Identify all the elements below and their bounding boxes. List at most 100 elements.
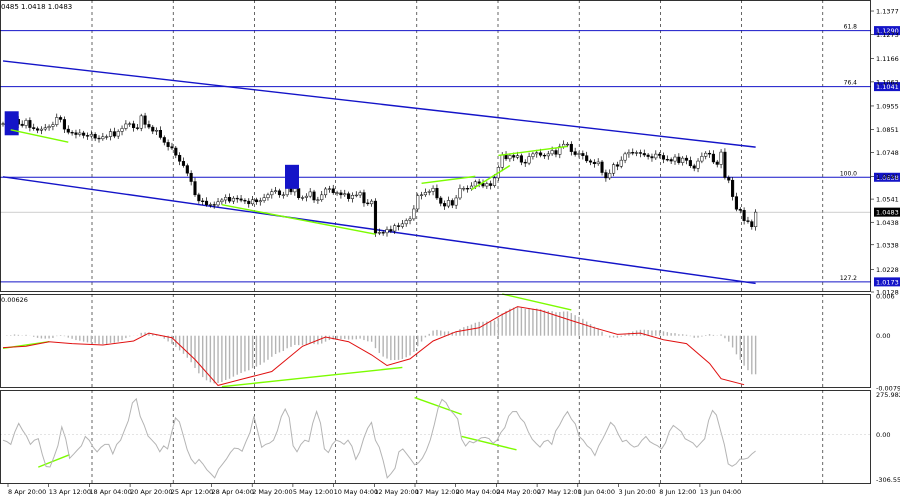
price-tick-label: 1.1273 xyxy=(876,31,899,39)
candle-body xyxy=(681,157,685,163)
candle-body xyxy=(312,191,316,201)
signal-line xyxy=(2,306,745,386)
candle-body xyxy=(546,153,550,157)
candle-body xyxy=(631,152,635,154)
candle-body xyxy=(489,183,493,186)
candle-body xyxy=(754,211,758,228)
candle-body xyxy=(197,194,201,202)
price-markers xyxy=(4,111,299,189)
divergence-line-macd xyxy=(502,293,572,311)
price-tick-label: 1.0851 xyxy=(876,126,899,134)
candle-body xyxy=(527,156,531,164)
candle-body xyxy=(339,192,343,196)
candle-body xyxy=(93,134,97,139)
level-name: 127.2 xyxy=(840,275,857,282)
candle-body xyxy=(446,200,450,207)
candle-body xyxy=(366,202,370,205)
candle-body xyxy=(393,225,397,232)
candle-body xyxy=(274,190,278,192)
candle-body xyxy=(704,152,708,157)
candle-body xyxy=(550,150,554,155)
price-tick-label: 1.1166 xyxy=(876,55,899,63)
candle-body xyxy=(166,142,170,147)
cci-line xyxy=(0,397,871,479)
candle-body xyxy=(43,127,47,130)
candle-body xyxy=(408,218,412,221)
cci-tick-label: -306.552 xyxy=(876,476,900,484)
candle-body xyxy=(224,197,228,201)
candle-body xyxy=(112,131,116,137)
candle-body xyxy=(181,161,186,166)
candle-body xyxy=(381,232,385,234)
time-tick-label: 8 Jun 12:00 xyxy=(659,488,696,496)
candle-body xyxy=(569,143,573,152)
candle-body xyxy=(124,123,128,129)
candle-body xyxy=(711,153,715,163)
candle-body xyxy=(128,123,132,125)
macd-tick-label: 0.006 xyxy=(876,292,895,300)
price-tick-label: 1.0541 xyxy=(876,196,899,204)
time-tick-label: 13 Jun 04:00 xyxy=(700,488,741,496)
candle-body xyxy=(39,128,43,131)
candle-body xyxy=(512,155,516,158)
time-tick-label: 25 Apr 12:00 xyxy=(171,488,213,496)
candle-body xyxy=(585,155,589,162)
candle-body xyxy=(105,136,109,138)
channel-line-upper xyxy=(2,60,756,148)
candle-body xyxy=(373,200,378,234)
price-tick-label: 1.0338 xyxy=(876,241,899,249)
candle-body xyxy=(516,155,520,158)
candle-body xyxy=(281,194,285,196)
price-tick-label: 1.0128 xyxy=(876,289,899,297)
candle-body xyxy=(231,197,235,202)
level-price-label: 1.0638 xyxy=(876,174,899,182)
candle-body xyxy=(684,157,689,161)
candle-body xyxy=(347,193,351,199)
candle-body xyxy=(485,183,489,187)
candle-body xyxy=(343,193,347,196)
level-price-box xyxy=(874,172,900,182)
candle-body xyxy=(619,159,623,167)
candle-body xyxy=(577,153,581,155)
candle-body xyxy=(727,177,731,181)
candle-body xyxy=(500,154,504,168)
level-price-label: 1.1290 xyxy=(876,27,899,35)
candle-body xyxy=(750,221,754,228)
candle-body xyxy=(116,131,120,137)
candle-body xyxy=(89,134,93,137)
candle-body xyxy=(204,200,209,205)
candle-body xyxy=(32,127,36,129)
candle-body xyxy=(592,161,596,165)
candle-body xyxy=(588,160,593,163)
price-tick-label: 1.0748 xyxy=(876,149,899,157)
candle-body xyxy=(565,143,570,146)
divergence-line-cci xyxy=(414,396,462,416)
candle-body xyxy=(354,194,358,197)
macd-value-label: 0.00626 xyxy=(1,296,28,304)
level-price-label: 1.1041 xyxy=(876,83,899,91)
candle-body xyxy=(120,128,124,132)
candle-body xyxy=(377,232,381,234)
candle-body xyxy=(539,152,543,156)
candle-body xyxy=(178,154,182,162)
time-tick-label: 12 May 20:00 xyxy=(374,488,419,496)
level-name: 61.8 xyxy=(844,24,858,31)
candle-body xyxy=(477,181,481,184)
candle-body xyxy=(396,225,401,227)
divergence-line-price xyxy=(10,129,69,143)
candle-body xyxy=(508,155,512,160)
candle-body xyxy=(416,195,420,210)
candle-body xyxy=(335,192,339,194)
candles xyxy=(1,112,758,237)
candle-body xyxy=(270,191,274,196)
candle-body xyxy=(742,210,746,221)
candle-body xyxy=(734,196,738,210)
time-tick-label: 27 May 12:00 xyxy=(537,488,582,496)
candle-body xyxy=(185,165,189,174)
candle-body xyxy=(304,195,308,198)
candle-body xyxy=(235,197,239,200)
candle-body xyxy=(135,127,139,129)
time-tick-label: 8 Apr 20:00 xyxy=(8,488,46,496)
panel-frame xyxy=(0,294,871,388)
candle-body xyxy=(454,197,458,206)
